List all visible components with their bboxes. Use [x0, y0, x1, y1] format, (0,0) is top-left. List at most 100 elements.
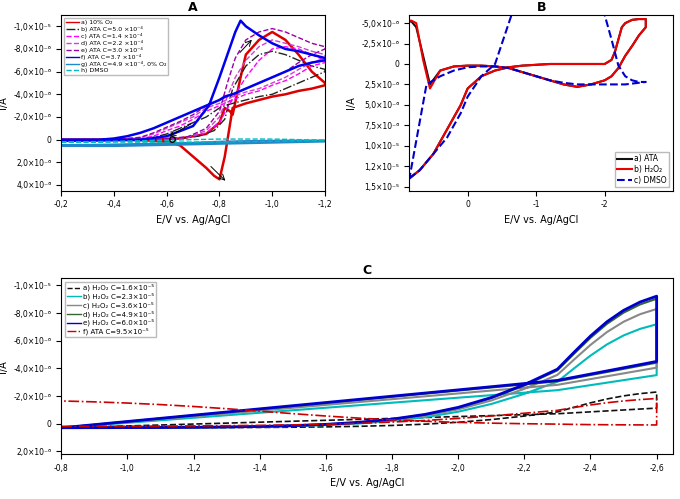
- f) ATA C=3.7×10⁻⁴: [163, 120, 171, 126]
- c) H₂O₂ C=3.6×10⁻⁵: [586, 342, 594, 348]
- f) ATA C=9.5×10⁻⁵: [57, 398, 65, 404]
- a) H₂O₂ C=1.6×10⁻⁵: [322, 424, 330, 430]
- a) ATA: [518, 69, 526, 75]
- a) ATA: [600, 61, 609, 67]
- a) ATA: [617, 24, 626, 30]
- a) 10% O₂: [216, 120, 224, 126]
- b) ATA C=5.0×10⁻⁴: [228, 100, 237, 106]
- d) H₂O₂ C=4.9×10⁻⁵: [636, 363, 644, 369]
- c) H₂O₂ C=3.6×10⁻⁵: [57, 425, 65, 431]
- c) ATA C=1.4×10⁻⁴: [321, 57, 329, 63]
- d) H₂O₂ C=4.9×10⁻⁵: [653, 360, 661, 366]
- e) ATA C=3.0×10⁻⁴: [202, 125, 210, 131]
- e) ATA C=3.0×10⁻⁴: [136, 134, 144, 140]
- g) ATA C=4.9×10⁻⁴, 0% O₂: [242, 138, 250, 144]
- a) H₂O₂ C=1.6×10⁻⁵: [603, 408, 611, 414]
- c) DMSO: [491, 61, 499, 67]
- e) H₂O₂ C=6.0×10⁻⁵: [123, 425, 131, 431]
- c) DMSO: [429, 151, 437, 157]
- a) ATA: [450, 63, 458, 69]
- b) ATA C=5.0×10⁻⁴: [282, 86, 290, 92]
- d) H₂O₂ C=4.9×10⁻⁵: [421, 391, 429, 397]
- b) H₂O₂: [491, 63, 499, 69]
- Legend: a) ATA, b) H₂O₂, c) DMSO: a) ATA, b) H₂O₂, c) DMSO: [615, 152, 669, 187]
- c) H₂O₂ C=3.6×10⁻⁵: [388, 396, 396, 402]
- d) ATA C=2.2×10⁻⁴: [216, 114, 224, 120]
- f) ATA C=3.7×10⁻⁴: [70, 137, 78, 143]
- d) ATA C=2.2×10⁻⁴: [163, 125, 171, 131]
- a) 10% O₂: [150, 138, 158, 144]
- a) 10% O₂: [84, 137, 92, 143]
- b) H₂O₂: [600, 61, 609, 67]
- b) H₂O₂ C=2.3×10⁻⁵: [57, 425, 65, 431]
- c) DMSO: [642, 79, 650, 85]
- f) ATA C=9.5×10⁻⁵: [454, 416, 462, 422]
- a) 10% O₂: [242, 100, 250, 106]
- c) H₂O₂ C=3.6×10⁻⁵: [156, 425, 165, 431]
- d) ATA C=2.2×10⁻⁴: [223, 94, 231, 100]
- a) ATA: [587, 61, 595, 67]
- c) ATA C=1.4×10⁻⁴: [216, 103, 224, 109]
- a) H₂O₂ C=1.6×10⁻⁵: [222, 425, 231, 431]
- d) H₂O₂ C=4.9×10⁻⁵: [123, 425, 131, 431]
- d) ATA C=2.2×10⁻⁴: [268, 37, 276, 43]
- b) H₂O₂: [415, 167, 424, 173]
- h) DMSO: [84, 139, 92, 145]
- b) ATA C=5.0×10⁻⁴: [308, 74, 316, 80]
- f) ATA C=9.5×10⁻⁵: [289, 411, 297, 417]
- b) H₂O₂ C=2.3×10⁻⁵: [222, 412, 231, 418]
- a) 10% O₂: [294, 88, 303, 94]
- h) DMSO: [136, 139, 144, 145]
- e) H₂O₂ C=6.0×10⁻⁵: [619, 307, 628, 313]
- g) ATA C=4.9×10⁻⁴, 0% O₂: [189, 141, 197, 147]
- f) ATA C=3.7×10⁻⁴: [308, 59, 316, 65]
- f) ATA C=9.5×10⁻⁵: [454, 419, 462, 425]
- e) H₂O₂ C=6.0×10⁻⁵: [190, 424, 198, 430]
- a) H₂O₂ C=1.6×10⁻⁵: [190, 421, 198, 427]
- a) 10% O₂: [216, 176, 224, 182]
- b) ATA C=5.0×10⁻⁴: [163, 131, 171, 137]
- c) H₂O₂ C=3.6×10⁻⁵: [520, 385, 528, 391]
- e) H₂O₂ C=6.0×10⁻⁵: [619, 365, 628, 371]
- e) H₂O₂ C=6.0×10⁻⁵: [90, 422, 99, 428]
- c) ATA C=1.4×10⁻⁴: [150, 133, 158, 139]
- b) ATA C=5.0×10⁻⁴: [308, 63, 316, 69]
- b) H₂O₂ C=2.3×10⁻⁵: [256, 410, 264, 416]
- d) ATA C=2.2×10⁻⁴: [216, 100, 224, 106]
- d) ATA C=2.2×10⁻⁴: [231, 74, 239, 80]
- c) ATA C=1.4×10⁻⁴: [282, 78, 290, 84]
- b) H₂O₂: [464, 85, 472, 91]
- f) ATA C=3.7×10⁻⁴: [216, 74, 224, 80]
- c) DMSO: [505, 20, 513, 26]
- c) H₂O₂ C=3.6×10⁻⁵: [636, 311, 644, 317]
- d) ATA C=2.2×10⁻⁴: [294, 66, 303, 72]
- a) H₂O₂ C=1.6×10⁻⁵: [586, 400, 594, 406]
- f) ATA C=9.5×10⁻⁵: [256, 422, 264, 428]
- b) H₂O₂: [491, 67, 499, 73]
- c) H₂O₂ C=3.6×10⁻⁵: [289, 423, 297, 429]
- f) ATA C=9.5×10⁻⁵: [90, 423, 99, 429]
- a) ATA: [600, 77, 609, 83]
- f) ATA C=3.7×10⁻⁴: [321, 55, 329, 61]
- b) ATA C=5.0×10⁻⁴: [282, 51, 290, 57]
- Line: c) ATA C=1.4×10⁻⁴: c) ATA C=1.4×10⁻⁴: [61, 47, 325, 140]
- e) ATA C=3.0×10⁻⁴: [282, 69, 290, 75]
- a) H₂O₂ C=1.6×10⁻⁵: [619, 407, 628, 413]
- c) DMSO: [532, 73, 540, 79]
- c) H₂O₂ C=3.6×10⁻⁵: [256, 408, 264, 414]
- c) H₂O₂ C=3.6×10⁻⁵: [256, 424, 264, 430]
- a) H₂O₂ C=1.6×10⁻⁵: [90, 424, 99, 430]
- c) DMSO: [546, 77, 554, 83]
- b) ATA C=5.0×10⁻⁴: [210, 128, 218, 134]
- b) H₂O₂ C=2.3×10⁻⁵: [322, 405, 330, 411]
- c) ATA C=1.4×10⁻⁴: [189, 116, 197, 122]
- e) ATA C=3.0×10⁻⁴: [150, 130, 158, 136]
- f) ATA C=3.7×10⁻⁴: [282, 69, 290, 75]
- e) H₂O₂ C=6.0×10⁻⁵: [586, 371, 594, 377]
- b) H₂O₂ C=2.3×10⁻⁵: [603, 341, 611, 347]
- c) DMSO: [464, 64, 472, 70]
- d) ATA C=2.2×10⁻⁴: [84, 137, 92, 143]
- a) H₂O₂ C=1.6×10⁻⁵: [487, 417, 495, 423]
- h) DMSO: [84, 139, 92, 145]
- e) H₂O₂ C=6.0×10⁻⁵: [603, 319, 611, 325]
